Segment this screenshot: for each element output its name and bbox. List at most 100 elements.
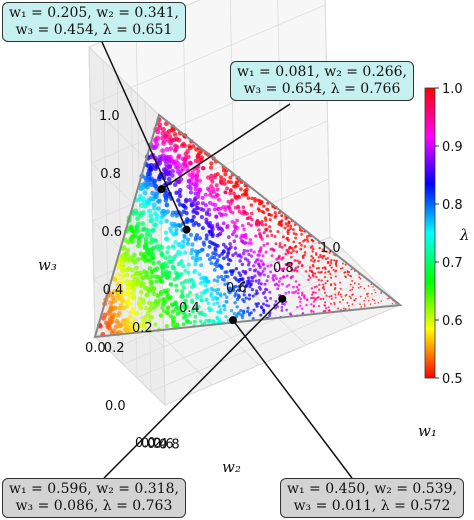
scatter-point (112, 288, 118, 294)
scatter-point (249, 203, 254, 207)
scatter-point (163, 230, 169, 235)
scatter-point (136, 243, 141, 249)
scatter-point (321, 255, 325, 258)
scatter-point (176, 222, 181, 228)
scatter-point (224, 299, 229, 304)
scatter-point (231, 253, 235, 257)
scatter-point (150, 255, 156, 261)
scatter-point (153, 137, 159, 142)
scatter-point (181, 264, 186, 269)
scatter-point (172, 143, 178, 149)
scatter-point (323, 266, 326, 269)
scatter-point (154, 217, 159, 222)
scatter-point (233, 224, 238, 229)
scatter-point (334, 296, 337, 299)
scatter-point (294, 244, 298, 248)
scatter-point (222, 177, 227, 182)
scatter-point (180, 294, 185, 299)
scatter-point (117, 286, 123, 292)
scatter-point (269, 213, 273, 217)
scatter-point (282, 235, 285, 239)
scatter-point (200, 291, 205, 296)
scatter-point (238, 259, 242, 263)
scatter-point (280, 223, 284, 228)
scatter-point (253, 260, 258, 264)
scatter-point (223, 172, 228, 177)
scatter-point (342, 298, 345, 301)
scatter-point (273, 283, 277, 287)
scatter-point (138, 305, 144, 311)
scatter-point (233, 205, 238, 210)
scatter-point (299, 304, 302, 308)
scatter-point (309, 276, 312, 279)
scatter-point (207, 319, 211, 324)
scatter-point (224, 245, 228, 249)
scatter-point (360, 306, 363, 308)
scatter-point (349, 297, 352, 300)
scatter-point (359, 295, 362, 298)
grid-line (116, 74, 124, 365)
scatter-point (168, 146, 174, 151)
scatter-point (303, 238, 307, 242)
scatter-point (249, 248, 253, 252)
scatter-point (333, 282, 336, 285)
scatter-point (195, 293, 199, 297)
scatter-point (239, 187, 243, 191)
scatter-point (341, 266, 344, 270)
colorbar-tick-label: 0.8 (442, 198, 463, 213)
scatter-point (266, 275, 270, 278)
scatter-point (230, 220, 235, 224)
scatter-point (212, 268, 217, 272)
scatter-point (204, 233, 209, 238)
scatter-point (277, 284, 281, 287)
y-tick-label: 0.4 (147, 437, 168, 452)
scatter-point (310, 259, 313, 262)
scatter-point (160, 148, 166, 154)
scatter-point (188, 320, 193, 325)
scatter-point (133, 208, 139, 214)
scatter-point (218, 292, 223, 296)
scatter-point (195, 295, 200, 300)
scatter-point (311, 263, 315, 267)
scatter-point (188, 290, 193, 295)
scatter-point (211, 297, 215, 301)
scatter-point (314, 291, 317, 294)
scatter-point (160, 130, 166, 136)
scatter-point (199, 215, 204, 220)
scatter-point (147, 252, 153, 258)
scatter-point (301, 311, 305, 315)
scatter-point (323, 275, 327, 279)
scatter-point (209, 261, 214, 266)
annotation-leader (161, 103, 291, 190)
scatter-point (237, 271, 241, 275)
scatter-point (121, 245, 127, 251)
scatter-point (247, 241, 251, 245)
scatter-point (380, 300, 382, 302)
scatter-point (201, 275, 206, 280)
scatter-point (210, 179, 215, 184)
scatter-point (257, 272, 261, 276)
annotation-marker (182, 225, 191, 234)
scatter-point (145, 247, 151, 253)
scatter-point (204, 217, 209, 222)
scatter-point (189, 181, 194, 186)
scatter-point (230, 210, 235, 215)
scatter-point (263, 267, 267, 271)
scatter-point (308, 266, 312, 269)
scatter-point (197, 178, 202, 183)
scatter-point (146, 163, 152, 169)
scatter-point (207, 244, 212, 249)
scatter-point (240, 262, 245, 267)
scatter-point (311, 250, 314, 253)
scatter-point (247, 297, 251, 301)
scatter-point (208, 240, 212, 244)
scatter-point (250, 275, 254, 280)
scatter-point (157, 198, 162, 204)
scatter-point (146, 228, 152, 234)
scatter-point (184, 164, 190, 169)
scatter-point (306, 240, 310, 243)
scatter-point (141, 196, 146, 202)
scatter-point (163, 198, 169, 203)
scatter-point (254, 221, 259, 226)
scatter-point (136, 325, 141, 330)
